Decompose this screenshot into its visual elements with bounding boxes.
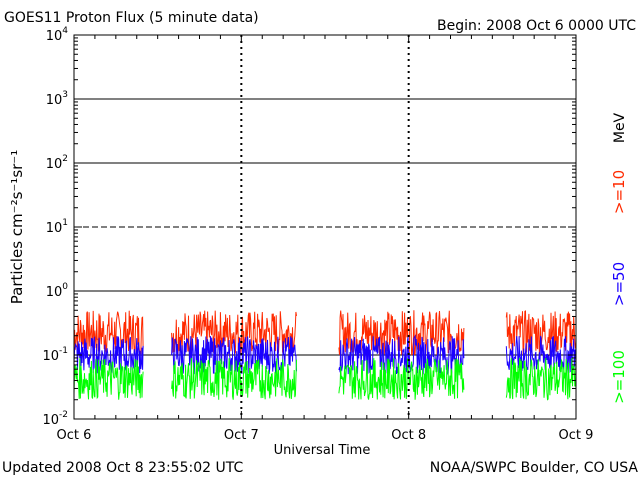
y-axis-label: Particles cm⁻²s⁻¹sr⁻¹ — [8, 150, 26, 304]
legend: >=10 >=50 >=100 — [610, 170, 628, 404]
x-axis-label: Universal Time — [274, 443, 371, 458]
credit: NOAA/SWPC Boulder, CO USA — [430, 460, 639, 476]
y-tick-label: 10-2 — [42, 410, 68, 428]
legend-unit: MeV — [612, 112, 628, 143]
x-tick-label: Oct 8 — [391, 428, 426, 443]
legend-label: >=50 — [610, 262, 628, 306]
reference-lines — [74, 98, 576, 356]
y-axis: 10-2 10-1 100 101 102 103 104 — [42, 26, 576, 428]
x-tick-label: Oct 6 — [57, 428, 92, 443]
series-line-2 — [73, 334, 577, 375]
y-tick-label: 100 — [46, 282, 69, 300]
x-axis: Oct 6 Oct 7 Oct 8 Oct 9 — [57, 35, 594, 443]
y-tick-label: 104 — [46, 26, 69, 44]
series-line-3 — [73, 357, 577, 401]
series-line-1 — [73, 310, 577, 356]
y-tick-label: 102 — [46, 154, 68, 172]
y-tick-label: 101 — [46, 218, 68, 236]
begin-time: Begin: 2008 Oct 6 0000 UTC — [437, 18, 636, 34]
y-tick-label: 103 — [46, 90, 68, 108]
legend-label: >=10 — [610, 170, 628, 214]
y-tick-label: 10-1 — [42, 346, 68, 364]
series-group — [73, 310, 577, 401]
updated-time: Updated 2008 Oct 8 23:55:02 UTC — [2, 460, 243, 476]
chart-title: GOES11 Proton Flux (5 minute data) — [4, 10, 259, 26]
legend-label: >=100 — [610, 350, 628, 404]
x-tick-label: Oct 9 — [559, 428, 594, 443]
x-tick-label: Oct 7 — [224, 428, 259, 443]
